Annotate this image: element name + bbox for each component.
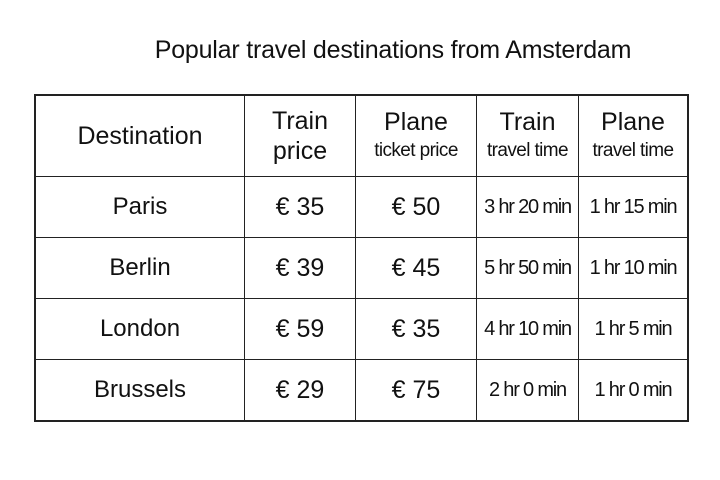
header-line2: travel time [486, 140, 569, 161]
cell-destination: London [34, 298, 245, 360]
header-line2: price [272, 137, 328, 165]
cell-train-time: 4 hr 10 min [476, 298, 579, 360]
cell-plane-time: 1 hr 0 min [578, 359, 689, 422]
header-row: Destination Train price Plane ticket pri… [34, 94, 689, 177]
header-line1: Plane [601, 108, 665, 136]
destinations-table: Destination Train price Plane ticket pri… [34, 94, 689, 422]
cell-train-time: 3 hr 20 min [476, 176, 579, 238]
cell-train-price: € 29 [244, 359, 356, 422]
header-line1: Plane [384, 108, 448, 136]
table-row: London € 59 € 35 4 hr 10 min 1 hr 5 min [34, 298, 689, 360]
table-title: Popular travel destinations from Amsterd… [154, 36, 632, 64]
cell-train-price: € 35 [244, 176, 356, 238]
table-row: Brussels € 29 € 75 2 hr 0 min 1 hr 0 min [34, 359, 689, 422]
table-row: Berlin € 39 € 45 5 hr 50 min 1 hr 10 min [34, 237, 689, 299]
cell-destination: Brussels [34, 359, 245, 422]
header-line2: ticket price [374, 140, 458, 161]
cell-plane-price: € 45 [355, 237, 477, 299]
header-destination: Destination [34, 94, 245, 177]
cell-plane-time: 1 hr 5 min [578, 298, 689, 360]
cell-train-time: 5 hr 50 min [476, 237, 579, 299]
cell-train-time: 2 hr 0 min [476, 359, 579, 422]
cell-plane-time: 1 hr 15 min [578, 176, 689, 238]
cell-destination: Berlin [34, 237, 245, 299]
cell-plane-price: € 50 [355, 176, 477, 238]
header-line2: travel time [592, 140, 674, 161]
cell-plane-price: € 35 [355, 298, 477, 360]
header-line1: Train [271, 107, 329, 135]
cell-train-price: € 59 [244, 298, 356, 360]
header-train-time: Train travel time [476, 94, 579, 177]
table-row: Paris € 35 € 50 3 hr 20 min 1 hr 15 min [34, 176, 689, 238]
header-plane-price: Plane ticket price [355, 94, 477, 177]
cell-destination: Paris [34, 176, 245, 238]
cell-plane-price: € 75 [355, 359, 477, 422]
cell-train-price: € 39 [244, 237, 356, 299]
header-plane-time: Plane travel time [578, 94, 689, 177]
cell-plane-time: 1 hr 10 min [578, 237, 689, 299]
header-line1: Train [499, 108, 556, 136]
header-train-price: Train price [244, 94, 356, 177]
